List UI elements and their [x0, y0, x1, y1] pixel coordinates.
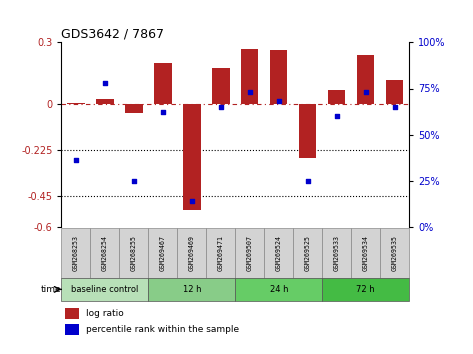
Point: [333, 113, 341, 119]
Text: GSM269524: GSM269524: [276, 235, 282, 271]
Point: [101, 80, 109, 86]
Text: baseline control: baseline control: [71, 285, 139, 294]
Text: time: time: [40, 285, 61, 294]
Bar: [235, 228, 264, 278]
Text: GSM269535: GSM269535: [392, 235, 398, 271]
Bar: [299, 104, 316, 158]
Text: GSM269533: GSM269533: [334, 235, 340, 271]
Text: GSM269471: GSM269471: [218, 235, 224, 271]
Bar: [328, 90, 345, 104]
Bar: [149, 228, 177, 278]
Point: [217, 104, 225, 110]
Point: [246, 89, 254, 95]
Bar: [293, 228, 322, 278]
Bar: [65, 324, 79, 335]
Text: GSM268253: GSM268253: [73, 235, 79, 271]
Point: [304, 178, 312, 183]
Point: [188, 198, 196, 204]
Bar: [270, 50, 288, 104]
Bar: [149, 278, 235, 301]
Bar: [67, 103, 85, 104]
Text: GSM269507: GSM269507: [247, 235, 253, 271]
Bar: [322, 278, 409, 301]
Point: [130, 178, 138, 183]
Bar: [235, 278, 322, 301]
Text: log ratio: log ratio: [86, 309, 123, 318]
Bar: [154, 63, 172, 104]
Point: [159, 110, 166, 115]
Bar: [264, 228, 293, 278]
Text: GSM268255: GSM268255: [131, 235, 137, 271]
Bar: [241, 48, 258, 104]
Point: [275, 98, 282, 104]
Bar: [177, 228, 206, 278]
Text: 24 h: 24 h: [270, 285, 288, 294]
Text: percentile rank within the sample: percentile rank within the sample: [86, 325, 239, 334]
Bar: [61, 278, 149, 301]
Bar: [351, 228, 380, 278]
Bar: [357, 55, 374, 104]
Text: GSM268254: GSM268254: [102, 235, 108, 271]
Bar: [212, 68, 229, 104]
Bar: [380, 228, 409, 278]
Text: GDS3642 / 7867: GDS3642 / 7867: [61, 28, 165, 41]
Text: 12 h: 12 h: [183, 285, 201, 294]
Bar: [65, 308, 79, 319]
Bar: [96, 99, 114, 104]
Bar: [119, 228, 149, 278]
Bar: [206, 228, 235, 278]
Text: GSM269467: GSM269467: [160, 235, 166, 271]
Point: [391, 104, 398, 110]
Text: 72 h: 72 h: [356, 285, 375, 294]
Point: [362, 89, 369, 95]
Text: GSM269525: GSM269525: [305, 235, 311, 271]
Bar: [386, 80, 403, 104]
Point: [72, 158, 80, 163]
Bar: [183, 104, 201, 210]
Text: GSM269534: GSM269534: [363, 235, 368, 271]
Bar: [90, 228, 119, 278]
Text: GSM269469: GSM269469: [189, 235, 195, 271]
Bar: [125, 104, 142, 113]
Bar: [61, 228, 90, 278]
Bar: [322, 228, 351, 278]
